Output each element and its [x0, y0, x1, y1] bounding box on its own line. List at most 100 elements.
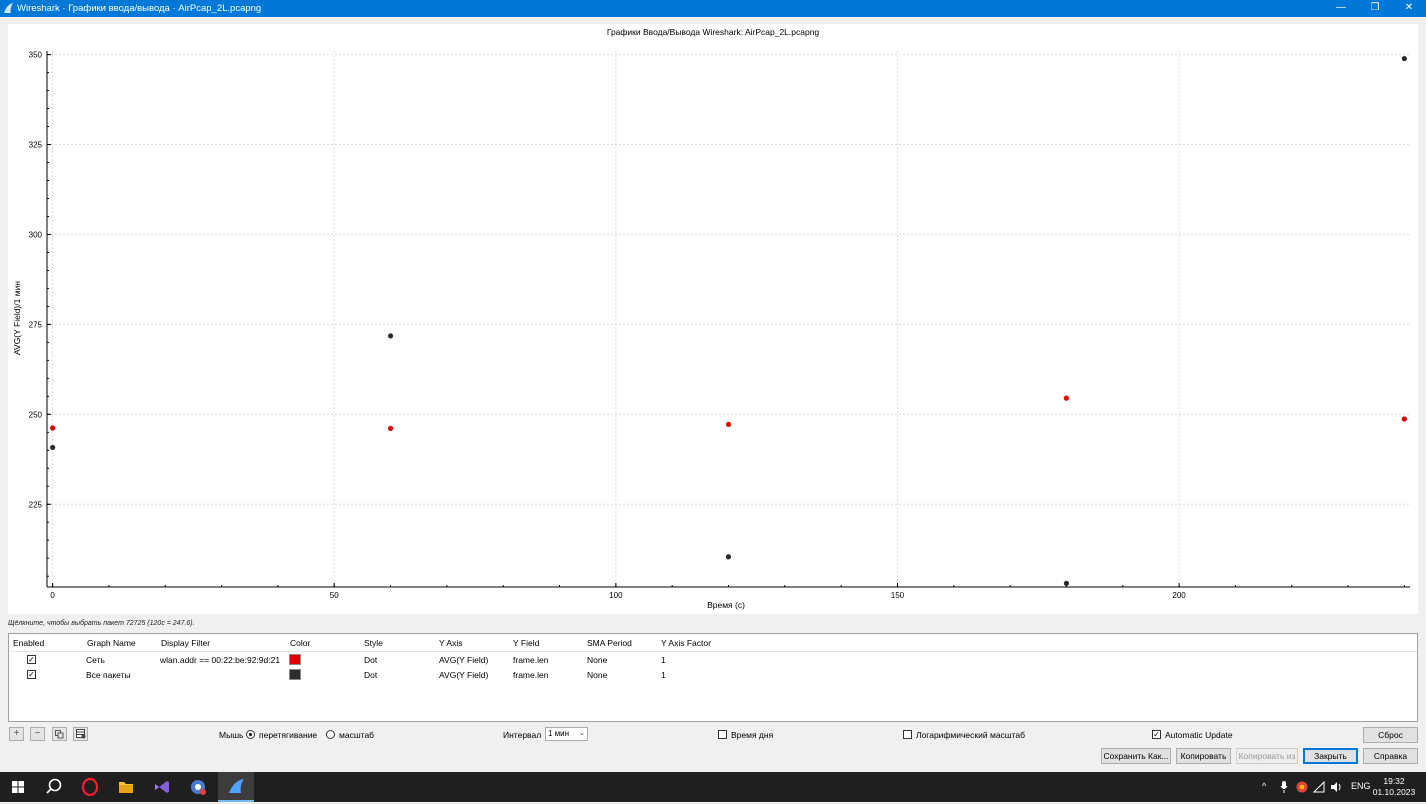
col-header-graph-name[interactable]: Graph Name	[87, 638, 136, 648]
row-y-axis-factor[interactable]: 1	[661, 670, 666, 680]
y-tick-label: 325	[29, 141, 43, 150]
tray-chevron-icon[interactable]: ^	[1262, 781, 1267, 791]
reset-button[interactable]: Сброс	[1363, 727, 1418, 743]
row-y-field[interactable]: frame.len	[513, 655, 549, 665]
taskbar-visual-studio[interactable]	[144, 772, 180, 802]
y-axis-label: AVG(Y Field)/1 мин	[12, 281, 22, 355]
visual-studio-icon	[155, 781, 169, 793]
data-point	[50, 425, 56, 431]
copy-icon	[55, 730, 64, 739]
taskbar-file-explorer[interactable]	[108, 772, 144, 802]
speaker-icon[interactable]	[1330, 781, 1343, 793]
time-of-day-checkbox[interactable]	[718, 730, 727, 739]
chrome-tray-icon[interactable]	[1296, 781, 1308, 793]
copy-button[interactable]: Копировать	[1176, 748, 1231, 764]
input-language[interactable]: ENG	[1351, 781, 1371, 791]
row-enabled-checkbox[interactable]: ✓	[27, 670, 36, 679]
maximize-button[interactable]: ❐	[1370, 2, 1380, 13]
col-header-y-field[interactable]: Y Field	[513, 638, 540, 648]
row-color-swatch[interactable]	[289, 669, 301, 680]
wireshark-fin-icon	[4, 3, 13, 13]
add-graph-button[interactable]: +	[9, 727, 24, 741]
close-button[interactable]: Закрыть	[1303, 748, 1358, 764]
data-point	[1401, 55, 1407, 62]
data-point	[387, 425, 394, 431]
mouse-mode-label: Мышь	[219, 730, 244, 740]
save-as-button[interactable]: Сохранить Как...	[1101, 748, 1171, 764]
col-header-y-axis[interactable]: Y Axis	[439, 638, 463, 648]
col-header-color[interactable]: Color	[290, 638, 311, 648]
data-point	[50, 444, 56, 451]
x-tick-label: 50	[330, 591, 339, 600]
col-header-sma-period[interactable]: SMA Period	[587, 638, 632, 648]
row-y-axis-factor[interactable]: 1	[661, 655, 666, 665]
network-icon[interactable]	[1313, 781, 1325, 793]
window-title-bar[interactable]: Wireshark · Графики ввода/вывода · AirPc…	[0, 0, 1426, 17]
opera-icon	[81, 777, 99, 797]
auto-update-checkbox[interactable]: ✓	[1152, 730, 1161, 739]
zoom-radio[interactable]	[326, 730, 335, 739]
io-graph-plot-area[interactable]: 0 50 100 150 200 225 250 275 300 325 350 Графики В…	[8, 24, 1418, 614]
interval-value: 1 мин	[548, 729, 570, 738]
drag-radio-label[interactable]: перетягивание	[259, 730, 318, 740]
clear-graphs-button[interactable]	[73, 727, 88, 741]
row-display-filter[interactable]: wlan.addr == 00:22:be:92:9d:21	[160, 655, 281, 665]
row-graph-name[interactable]: Все пакеты	[86, 670, 131, 680]
clock-date: 01.10.2023	[1372, 787, 1416, 797]
windows-taskbar: ^ ENG	[0, 772, 1426, 802]
zoom-radio-label[interactable]: масштаб	[339, 730, 375, 740]
window-title: Wireshark · Графики ввода/вывода · AirPc…	[17, 3, 262, 14]
taskbar-chrome[interactable]	[180, 772, 216, 802]
close-window-button[interactable]: ✕	[1404, 2, 1414, 13]
col-header-enabled[interactable]: Enabled	[13, 638, 45, 648]
row-style[interactable]: Dot	[364, 655, 378, 665]
clock-time: 19:32	[1383, 776, 1405, 786]
time-of-day-label[interactable]: Время дня	[731, 730, 774, 740]
data-point	[1401, 416, 1407, 422]
duplicate-graph-button[interactable]	[52, 727, 67, 741]
microphone-icon[interactable]	[1280, 781, 1288, 793]
taskbar-search-button[interactable]	[36, 772, 72, 802]
minimize-button[interactable]: —	[1336, 2, 1346, 13]
col-header-y-axis-factor[interactable]: Y Axis Factor	[661, 638, 711, 648]
help-button[interactable]: Справка	[1363, 748, 1418, 764]
auto-update-label[interactable]: Automatic Update	[1165, 730, 1233, 740]
data-point	[725, 554, 732, 560]
y-tick-label: 225	[29, 500, 43, 509]
taskbar-clock[interactable]: 19:32 01.10.2023	[1372, 776, 1416, 798]
row-sma-period[interactable]: None	[587, 655, 608, 665]
row-y-field[interactable]: frame.len	[513, 670, 549, 680]
y-tick-label: 300	[29, 230, 43, 239]
row-sma-period[interactable]: None	[587, 670, 608, 680]
row-color-swatch[interactable]	[289, 654, 301, 665]
row-style[interactable]: Dot	[364, 670, 378, 680]
col-header-display-filter[interactable]: Display Filter	[161, 638, 211, 648]
taskbar-opera[interactable]	[72, 772, 108, 802]
taskbar-wireshark[interactable]	[218, 772, 254, 802]
col-header-style[interactable]: Style	[364, 638, 383, 648]
y-tick-label: 350	[29, 51, 43, 60]
interval-select[interactable]: 1 мин ⌄	[545, 727, 588, 741]
graph-table[interactable]: Enabled Graph Name Display Filter Color …	[8, 633, 1418, 722]
row-y-axis[interactable]: AVG(Y Field)	[439, 655, 489, 665]
remove-graph-button[interactable]: −	[30, 727, 45, 741]
log-scale-checkbox[interactable]	[903, 730, 912, 739]
row-y-axis[interactable]: AVG(Y Field)	[439, 670, 489, 680]
row-graph-name[interactable]: Сеть	[86, 655, 105, 665]
start-button[interactable]	[0, 772, 36, 802]
data-point	[725, 421, 732, 428]
x-tick-label: 200	[1172, 591, 1186, 600]
x-tick-label: 0	[50, 591, 55, 600]
data-point	[387, 333, 394, 339]
row-enabled-checkbox[interactable]: ✓	[27, 655, 36, 664]
drag-radio[interactable]	[246, 730, 255, 739]
copy-from-button[interactable]: Копировать из	[1236, 748, 1298, 764]
search-icon	[46, 778, 62, 794]
windows-logo-icon	[12, 781, 24, 793]
chrome-icon	[191, 780, 206, 795]
table-clear-icon	[75, 729, 85, 739]
y-tick-label: 275	[29, 320, 43, 329]
data-point	[1063, 395, 1070, 401]
io-graph-chart[interactable]: 0 50 100 150 200 225 250 275 300 325 350 Графики В…	[8, 24, 1418, 614]
log-scale-label[interactable]: Логарифмический масштаб	[916, 730, 1026, 740]
